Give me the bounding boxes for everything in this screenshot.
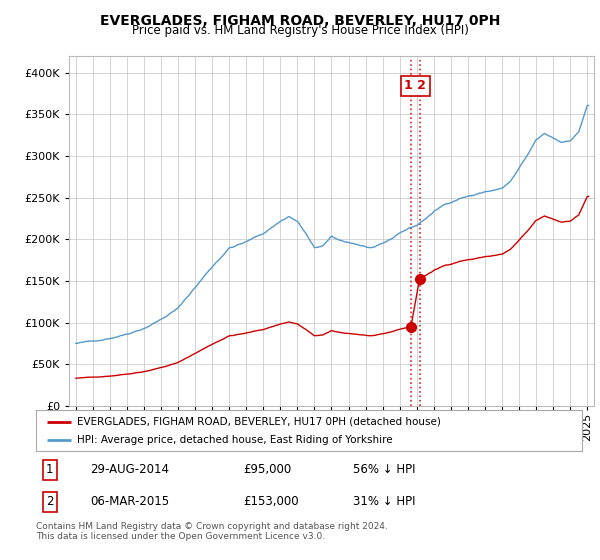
Text: 06-MAR-2015: 06-MAR-2015 [91, 496, 170, 508]
Text: £95,000: £95,000 [244, 463, 292, 476]
Text: EVERGLADES, FIGHAM ROAD, BEVERLEY, HU17 0PH: EVERGLADES, FIGHAM ROAD, BEVERLEY, HU17 … [100, 14, 500, 28]
Text: HPI: Average price, detached house, East Riding of Yorkshire: HPI: Average price, detached house, East… [77, 435, 392, 445]
Text: 31% ↓ HPI: 31% ↓ HPI [353, 496, 415, 508]
Text: 1: 1 [46, 463, 53, 476]
Text: 29-AUG-2014: 29-AUG-2014 [91, 463, 170, 476]
Text: 56% ↓ HPI: 56% ↓ HPI [353, 463, 415, 476]
Text: Price paid vs. HM Land Registry's House Price Index (HPI): Price paid vs. HM Land Registry's House … [131, 24, 469, 37]
Text: £153,000: £153,000 [244, 496, 299, 508]
Text: EVERGLADES, FIGHAM ROAD, BEVERLEY, HU17 0PH (detached house): EVERGLADES, FIGHAM ROAD, BEVERLEY, HU17 … [77, 417, 441, 427]
Text: 1 2: 1 2 [404, 80, 426, 92]
Text: 2: 2 [46, 496, 53, 508]
Text: Contains HM Land Registry data © Crown copyright and database right 2024.
This d: Contains HM Land Registry data © Crown c… [36, 522, 388, 542]
